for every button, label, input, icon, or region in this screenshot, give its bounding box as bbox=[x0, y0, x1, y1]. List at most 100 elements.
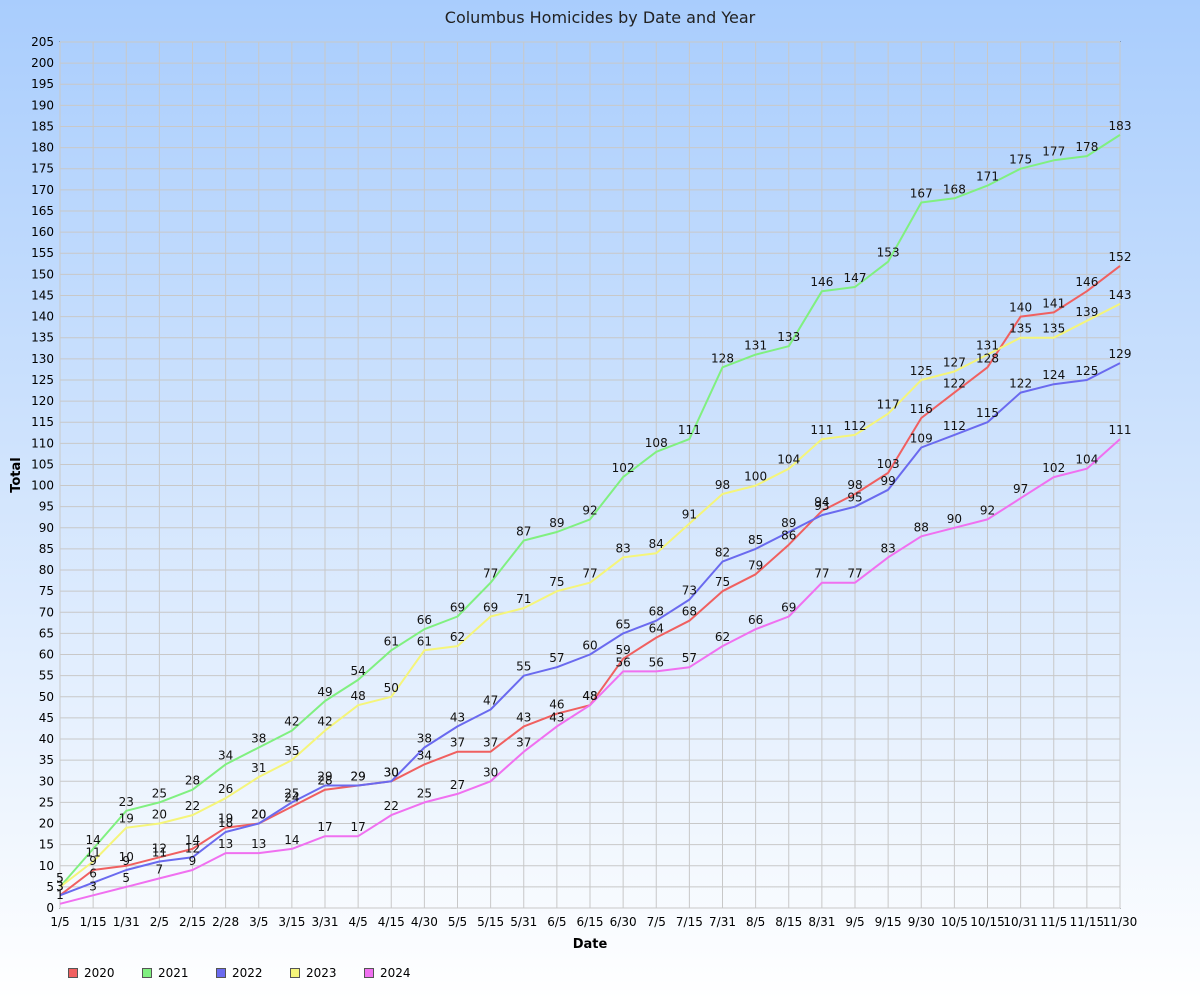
y-tick-label: 180 bbox=[31, 141, 54, 155]
data-label-2020: 98 bbox=[847, 478, 862, 492]
data-label-2020: 46 bbox=[549, 698, 564, 712]
data-label-2022: 29 bbox=[317, 769, 332, 783]
data-label-2022: 93 bbox=[814, 499, 829, 513]
data-label-2022: 122 bbox=[1009, 377, 1032, 391]
data-label-2021: 38 bbox=[251, 731, 266, 745]
x-tick-label: 6/30 bbox=[610, 915, 637, 929]
y-tick-label: 5 bbox=[46, 880, 54, 894]
legend-swatch bbox=[290, 968, 300, 978]
data-label-2021: 92 bbox=[582, 503, 597, 517]
series-line-2022 bbox=[59, 362, 1121, 897]
x-tick-label: 3/5 bbox=[249, 915, 268, 929]
y-tick-label: 100 bbox=[31, 479, 54, 493]
data-label-2021: 89 bbox=[549, 516, 564, 530]
data-label-2021: 69 bbox=[450, 601, 465, 615]
data-label-2020: 59 bbox=[615, 643, 630, 657]
data-label-2021: 102 bbox=[612, 461, 635, 475]
data-label-2020: 68 bbox=[682, 605, 697, 619]
data-label-2021: 175 bbox=[1009, 153, 1032, 167]
data-label-2024: 1 bbox=[56, 888, 64, 902]
data-label-2022: 38 bbox=[417, 731, 432, 745]
y-tick-label: 60 bbox=[39, 648, 54, 662]
data-label-2024: 62 bbox=[715, 630, 730, 644]
data-label-2024: 43 bbox=[549, 710, 564, 724]
data-label-2022: 60 bbox=[582, 639, 597, 653]
y-tick-label: 40 bbox=[39, 732, 54, 746]
legend-item-2021: 2021 bbox=[142, 966, 216, 980]
x-tick-label: 9/15 bbox=[875, 915, 902, 929]
x-tick-label: 5/5 bbox=[448, 915, 467, 929]
data-label-2024: 56 bbox=[615, 655, 630, 669]
data-label-2023: 5 bbox=[56, 871, 64, 885]
data-label-2022: 82 bbox=[715, 546, 730, 560]
data-label-2020: 116 bbox=[910, 402, 933, 416]
y-tick-label: 175 bbox=[31, 162, 54, 176]
data-label-2020: 37 bbox=[450, 736, 465, 750]
data-label-2021: 49 bbox=[317, 685, 332, 699]
data-label-2024: 77 bbox=[814, 567, 829, 581]
x-tick-label: 10/31 bbox=[1003, 915, 1038, 929]
legend-label: 2023 bbox=[306, 966, 337, 980]
data-label-2020: 48 bbox=[582, 689, 597, 703]
data-label-2021: 14 bbox=[85, 833, 100, 847]
data-label-2021: 133 bbox=[777, 330, 800, 344]
data-label-2023: 111 bbox=[810, 423, 833, 437]
data-label-2023: 83 bbox=[615, 541, 630, 555]
legend: 2020 2021 2022 2023 2024 bbox=[68, 966, 438, 980]
x-tick-label: 1/5 bbox=[50, 915, 69, 929]
data-label-2020: 14 bbox=[185, 833, 200, 847]
y-tick-label: 205 bbox=[31, 35, 54, 49]
series-line-2023 bbox=[59, 303, 1121, 888]
data-label-2024: 13 bbox=[218, 837, 233, 851]
y-tick-label: 125 bbox=[31, 373, 54, 387]
data-label-2023: 69 bbox=[483, 601, 498, 615]
data-label-2022: 85 bbox=[748, 533, 763, 547]
legend-label: 2022 bbox=[232, 966, 263, 980]
data-label-2023: 104 bbox=[777, 453, 800, 467]
x-tick-label: 4/5 bbox=[348, 915, 367, 929]
data-label-2022: 29 bbox=[350, 769, 365, 783]
x-tick-label: 7/31 bbox=[709, 915, 736, 929]
data-label-2023: 127 bbox=[943, 356, 966, 370]
legend-swatch bbox=[216, 968, 226, 978]
x-tick-label: 4/15 bbox=[378, 915, 405, 929]
data-label-2020: 10 bbox=[119, 850, 134, 864]
x-tick-label: 9/5 bbox=[845, 915, 864, 929]
data-label-2024: 88 bbox=[914, 520, 929, 534]
data-label-2022: 125 bbox=[1075, 364, 1098, 378]
data-label-2020: 28 bbox=[317, 774, 332, 788]
data-label-2020: 24 bbox=[284, 791, 299, 805]
y-tick-label: 75 bbox=[39, 584, 54, 598]
data-label-2024: 90 bbox=[947, 512, 962, 526]
data-label-2021: 111 bbox=[678, 423, 701, 437]
data-label-2023: 84 bbox=[649, 537, 664, 551]
y-tick-label: 145 bbox=[31, 288, 54, 302]
data-label-2023: 71 bbox=[516, 592, 531, 606]
y-tick-label: 160 bbox=[31, 225, 54, 239]
data-label-2020: 34 bbox=[417, 748, 432, 762]
data-label-2022: 20 bbox=[251, 808, 266, 822]
chart-title: Columbus Homicides by Date and Year bbox=[444, 8, 756, 27]
data-label-2022: 11 bbox=[152, 846, 167, 860]
y-tick-label: 95 bbox=[39, 500, 54, 514]
x-tick-label: 3/31 bbox=[312, 915, 339, 929]
data-label-2023: 125 bbox=[910, 364, 933, 378]
y-tick-labels: 0 5 10 15 20 25 30 35 40 45 50 55 60 65 70 75 80 85 90 95 10… bbox=[31, 35, 54, 915]
data-label-2023: 135 bbox=[1009, 322, 1032, 336]
data-label-2022: 55 bbox=[516, 660, 531, 674]
data-label-2020: 75 bbox=[715, 575, 730, 589]
data-label-2021: 128 bbox=[711, 351, 734, 365]
data-label-2023: 112 bbox=[844, 419, 867, 433]
data-label-2022: 99 bbox=[880, 474, 895, 488]
data-label-2020: 103 bbox=[877, 457, 900, 471]
data-label-2022: 6 bbox=[89, 867, 97, 881]
data-label-2024: 9 bbox=[189, 854, 197, 868]
data-label-2020: 94 bbox=[814, 495, 829, 509]
data-label-2023: 139 bbox=[1075, 305, 1098, 319]
data-label-2022: 95 bbox=[847, 491, 862, 505]
x-tick-label: 8/15 bbox=[775, 915, 802, 929]
data-label-2020: 30 bbox=[384, 765, 399, 779]
x-tick-label: 5/15 bbox=[477, 915, 504, 929]
data-label-2021: 28 bbox=[185, 774, 200, 788]
